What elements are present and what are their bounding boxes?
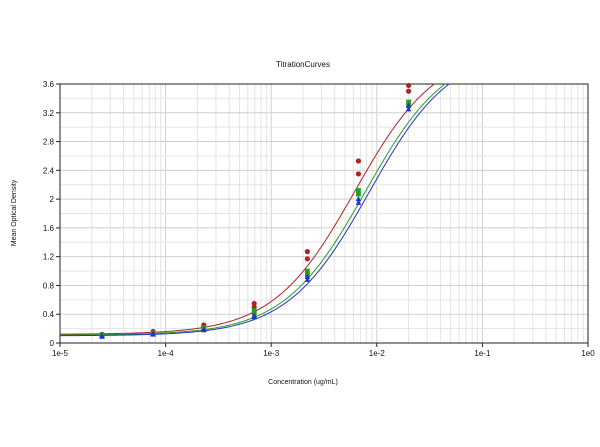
y-tick-label: 3.6 — [43, 80, 55, 89]
grid-lines — [59, 83, 588, 344]
data-point-series-1 — [304, 249, 310, 255]
y-tick-label: 2.8 — [43, 138, 55, 147]
data-point-series-1 — [355, 158, 362, 164]
y-tick-label: 0 — [50, 339, 55, 348]
y-tick-label: 1.6 — [43, 224, 55, 233]
data-point-series-3 — [355, 199, 362, 205]
data-point-series-2 — [356, 188, 361, 193]
fit-curve-2 — [60, 83, 446, 336]
data-point-series-2 — [304, 268, 310, 274]
axis-ticks: 1e-5 1e-4 1e-3 1e-2 1e-1 1e0 0 0.4 0.8 1.2 1.6 2 2.4… — [43, 80, 595, 358]
data-point-series-1 — [355, 171, 362, 177]
data-point-series-2 — [251, 308, 257, 314]
x-tick-label: 1e-3 — [263, 349, 280, 358]
data-point-series-2 — [406, 99, 411, 105]
data-points — [99, 82, 412, 339]
x-tick-label: 1e0 — [581, 349, 595, 358]
data-point-series-3 — [99, 332, 105, 339]
data-point-series-1 — [251, 300, 257, 307]
data-point-series-3 — [200, 326, 207, 332]
data-point-series-3 — [150, 330, 156, 336]
x-tick-label: 1e-1 — [474, 349, 491, 358]
x-tick-label: 1e-4 — [158, 349, 175, 358]
chart-title: TitrationCurves — [276, 60, 330, 69]
y-tick-label: 3.2 — [43, 109, 55, 118]
data-point-series-1 — [304, 256, 310, 262]
data-point-series-3 — [405, 106, 412, 112]
y-tick-label: 1.2 — [43, 253, 55, 262]
x-axis-label: Concentration (ug/mL) — [268, 379, 338, 386]
data-point-series-3 — [304, 273, 311, 280]
x-tick-label: 1e-2 — [369, 349, 386, 358]
data-point-series-3 — [251, 312, 257, 318]
data-point-series-1 — [405, 82, 412, 89]
y-tick-label: 0.8 — [43, 281, 55, 290]
y-tick-label: 0.4 — [43, 310, 55, 319]
data-point-series-1 — [405, 88, 412, 94]
data-point-series-3 — [304, 276, 311, 282]
y-tick-label: 2.4 — [43, 166, 55, 175]
plot-frame — [59, 83, 589, 344]
data-point-series-3 — [405, 102, 412, 108]
y-tick-label: 2 — [50, 195, 55, 204]
data-point-series-3 — [355, 196, 362, 202]
data-point-series-2 — [356, 191, 361, 197]
y-axis-label: Mean Optical Density — [11, 179, 18, 246]
x-tick-label: 1e-5 — [52, 349, 69, 358]
fit-curve-1 — [60, 83, 436, 335]
